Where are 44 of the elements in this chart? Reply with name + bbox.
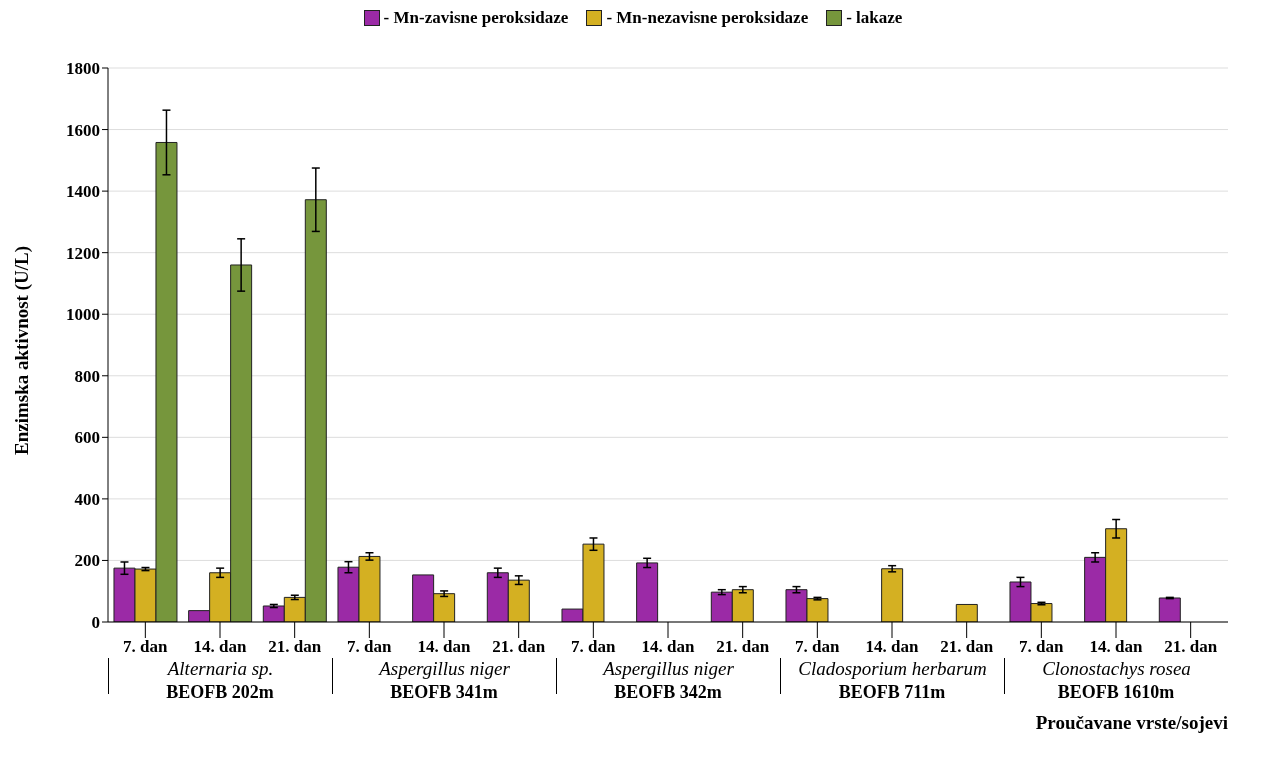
y-tick-label: 600 (74, 428, 100, 448)
text: Aspergillus niger (377, 658, 511, 680)
legend-label: - Mn-nezavisne peroksidaze (606, 8, 809, 28)
y-tick-label: 400 (74, 489, 100, 509)
text: Clonostachys rosea (1041, 658, 1192, 680)
x-tick-label: 7. dan (347, 637, 393, 657)
text: Cladosporium herbarum (797, 658, 988, 680)
x-tick-label: 21. dan (1164, 637, 1218, 657)
text: BEOFB 342m (613, 682, 723, 703)
x-tick-label: 14. dan (417, 637, 471, 657)
x-axis-title: Proučavane vrste/sojevi (1035, 712, 1228, 734)
x-tick-label: 14. dan (865, 637, 919, 657)
x-tick-label: 7. dan (571, 637, 617, 657)
bar (1158, 597, 1181, 622)
text: BEOFB 1610m (1056, 682, 1176, 703)
y-tick-label: 1400 (66, 182, 100, 202)
y-tick-label: 1600 (66, 120, 100, 140)
y-tick-label: 1200 (66, 243, 100, 263)
text: BEOFB 202m (165, 682, 275, 703)
legend-label: - Mn-zavisne peroksidaze (383, 8, 569, 28)
x-tick-label: 14. dan (1089, 637, 1143, 657)
y-tick-label: 1000 (66, 305, 100, 325)
y-tick-label: 1800 (66, 59, 100, 79)
y-tick-label: 800 (74, 366, 100, 386)
y-tick-label: 200 (74, 551, 100, 571)
x-tick-label: 21. dan (716, 637, 770, 657)
bar (881, 568, 904, 622)
bar (955, 603, 978, 622)
x-tick-label: 14. dan (641, 637, 695, 657)
bar (636, 562, 659, 622)
x-tick-label: 21. dan (492, 637, 546, 657)
text: BEOFB 711m (837, 682, 947, 703)
x-tick-label: 7. dan (795, 637, 841, 657)
x-tick-label: 21. dan (268, 637, 322, 657)
y-tick-label: 0 (91, 613, 100, 633)
text: Aspergillus niger (601, 658, 735, 680)
x-tick-label: 21. dan (940, 637, 994, 657)
x-tick-label: 7. dan (123, 637, 169, 657)
legend-label: - lakaze (846, 8, 903, 28)
x-tick-label: 7. dan (1019, 637, 1065, 657)
x-tick-label: 14. dan (193, 637, 247, 657)
text: BEOFB 341m (389, 682, 499, 703)
text: Alternaria sp. (166, 658, 275, 680)
y-axis-title: Enzimska aktivnost (U/L) (10, 245, 33, 455)
